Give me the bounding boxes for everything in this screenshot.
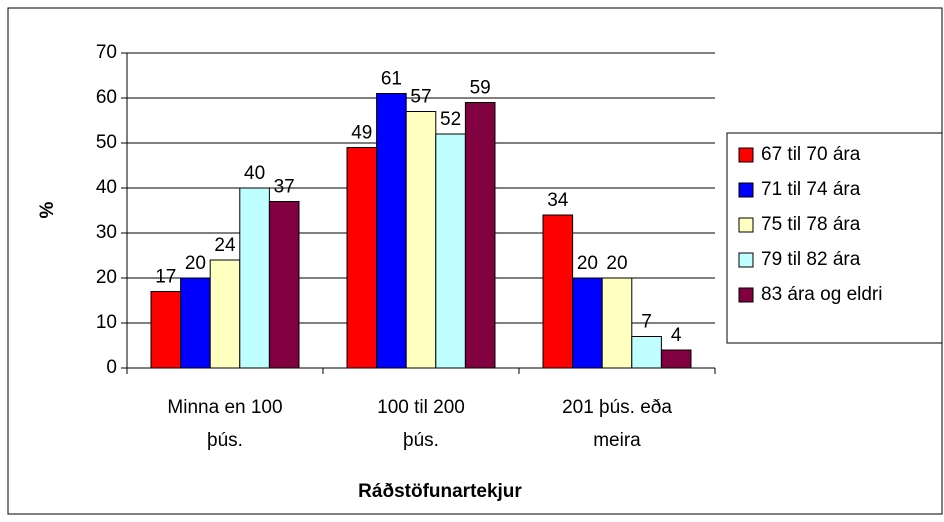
data-label: 20: [185, 253, 206, 274]
x-axis-title: Ráðstöfunartekjur: [358, 481, 522, 502]
bar: [239, 187, 270, 369]
legend-label: 75 til 78 ára: [761, 214, 861, 235]
bar: [631, 336, 662, 369]
y-tick-label: 10: [96, 312, 117, 333]
data-label: 20: [577, 253, 598, 274]
legend-swatch: [738, 287, 754, 303]
data-label: 61: [381, 69, 402, 90]
data-label: 57: [410, 87, 431, 108]
y-tick-label: 0: [106, 357, 117, 378]
data-label: 4: [671, 325, 682, 346]
data-label: 34: [547, 190, 569, 211]
bar: [660, 349, 692, 369]
bar: [464, 102, 496, 369]
legend-swatch: [738, 182, 754, 198]
bar: [376, 93, 407, 369]
y-axis-title: %: [37, 201, 58, 218]
bar: [435, 133, 466, 369]
x-tick-label: 201 þús. eða meira: [562, 397, 672, 451]
x-tick-label: 100 til 200 þús.: [377, 397, 465, 451]
data-label: 49: [351, 123, 372, 144]
data-label: 59: [470, 78, 491, 99]
bar: [601, 277, 633, 369]
bar: [572, 277, 603, 369]
data-label: 20: [606, 253, 627, 274]
bar: [542, 214, 574, 369]
data-label: 52: [440, 109, 461, 130]
legend-box: [726, 132, 943, 344]
y-tick-label: 70: [96, 42, 117, 63]
legend-swatch: [738, 217, 754, 233]
legend-label: 67 til 70 ára: [761, 144, 861, 165]
y-tick-label: 40: [96, 177, 117, 198]
legend-label: 71 til 74 ára: [761, 179, 861, 200]
legend-swatch: [738, 147, 754, 163]
legend-label: 83 ára og eldri: [761, 284, 882, 305]
y-tick-label: 50: [96, 132, 117, 153]
legend-swatch: [738, 252, 754, 268]
data-label: 7: [641, 312, 652, 333]
bar: [268, 201, 300, 369]
bar: [346, 147, 378, 369]
y-tick-label: 20: [96, 267, 117, 288]
x-tick-label: Minna en 100 þús.: [167, 397, 282, 451]
bar: [180, 277, 211, 369]
legend-label: 79 til 82 ára: [761, 249, 861, 270]
bar: [405, 111, 437, 369]
bar: [209, 259, 241, 369]
bar: [150, 291, 182, 369]
data-label: 24: [214, 235, 236, 256]
data-label: 37: [274, 177, 295, 198]
data-label: 40: [244, 163, 265, 184]
y-tick-label: 60: [96, 87, 117, 108]
data-label: 17: [155, 267, 176, 288]
y-tick-label: 30: [96, 222, 117, 243]
